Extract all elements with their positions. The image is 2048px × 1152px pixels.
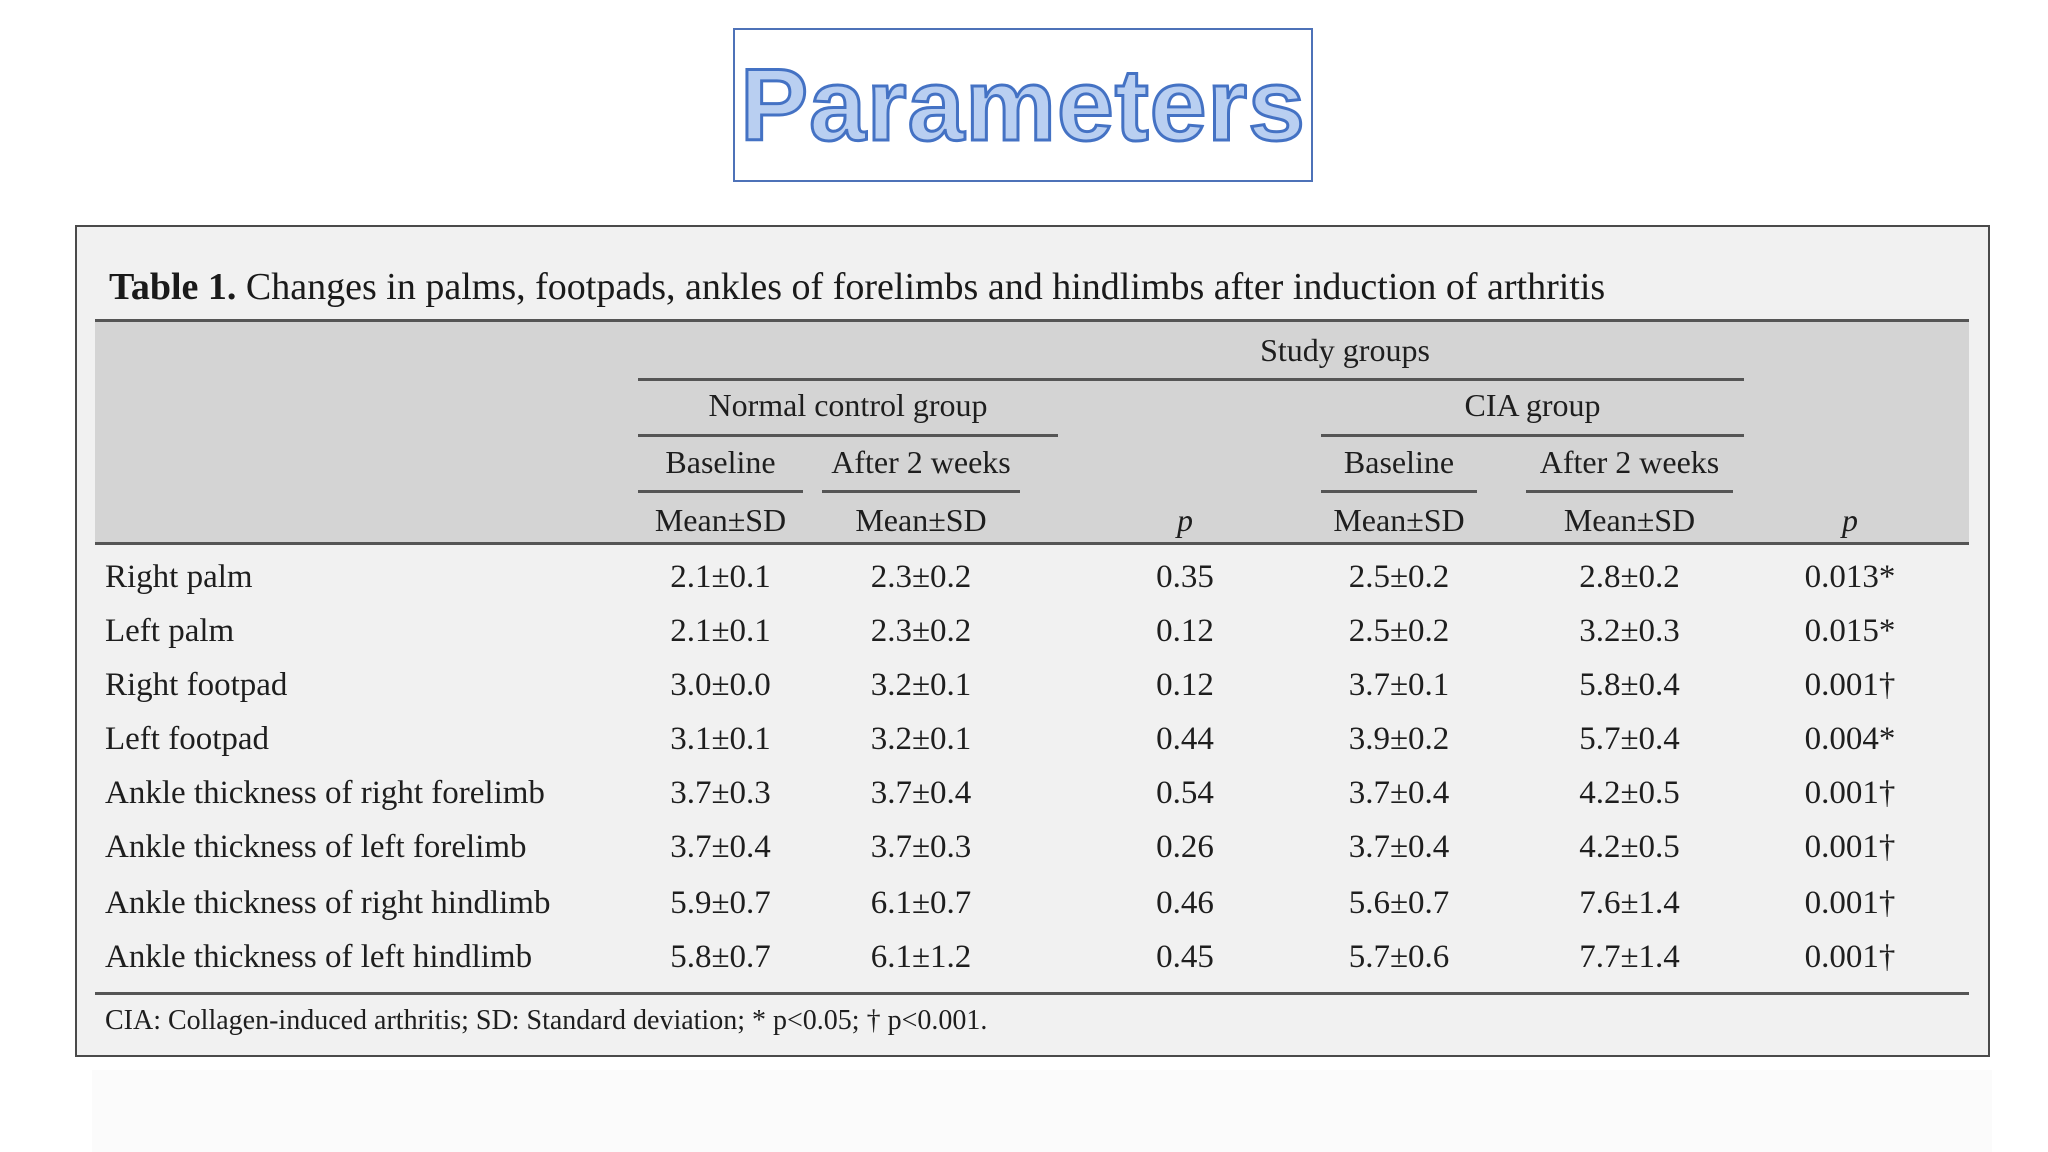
row-label: Right palm <box>105 559 253 595</box>
header-rule <box>638 490 803 493</box>
cell-cia-baseline: 3.7±0.4 <box>1348 829 1450 865</box>
header-study-groups: Study groups <box>1260 332 1430 368</box>
table-caption: Table 1. Changes in palms, footpads, ank… <box>109 265 1605 309</box>
cell-cia-baseline: 2.5±0.2 <box>1348 559 1450 595</box>
cell-normal-baseline: 2.1±0.1 <box>670 613 771 649</box>
header-rule <box>822 490 1020 493</box>
cell-normal-p: 0.26 <box>1156 829 1214 865</box>
cell-cia-p: 0.013* <box>1804 559 1896 595</box>
cell-normal-p: 0.35 <box>1156 559 1214 595</box>
cell-cia-p: 0.015* <box>1804 613 1896 649</box>
cell-normal-p: 0.54 <box>1156 775 1214 811</box>
header-rule <box>1321 490 1477 493</box>
slide-title: Parameters <box>739 48 1307 162</box>
table-caption-label: Table 1. <box>109 266 237 308</box>
cell-normal-p: 0.12 <box>1156 667 1214 703</box>
cell-cia-after: 7.6±1.4 <box>1579 885 1680 921</box>
cell-normal-after: 2.3±0.2 <box>870 559 972 595</box>
header-cia-group: CIA group <box>1464 387 1601 423</box>
table-row: Right footpad 3.0±0.0 3.2±0.1 0.12 3.7±0… <box>95 658 1969 712</box>
cell-normal-after: 3.7±0.3 <box>870 829 972 865</box>
row-label: Left footpad <box>105 721 270 757</box>
table-row: Left footpad 3.1±0.1 3.2±0.1 0.44 3.9±0.… <box>95 712 1969 766</box>
cell-cia-after: 7.7±1.4 <box>1579 939 1680 975</box>
cell-normal-baseline: 5.8±0.7 <box>670 939 771 975</box>
cell-cia-baseline: 3.7±0.4 <box>1348 775 1450 811</box>
header-rule <box>638 378 1744 381</box>
table-header: Study groups Normal control group CIA gr… <box>95 322 1969 545</box>
cell-cia-p: 0.001† <box>1804 885 1896 921</box>
table-figure: Table 1. Changes in palms, footpads, ank… <box>75 225 1990 1057</box>
background-strip <box>92 1070 1992 1152</box>
cell-cia-after: 5.8±0.4 <box>1579 667 1680 703</box>
header-rule <box>1321 434 1744 437</box>
cell-cia-p: 0.001† <box>1804 939 1896 975</box>
cell-normal-after: 6.1±0.7 <box>870 885 972 921</box>
cell-cia-after: 5.7±0.4 <box>1579 721 1680 757</box>
cell-cia-p: 0.004* <box>1804 721 1896 757</box>
header-normal-baseline: Baseline <box>665 444 776 480</box>
header-p: p <box>1842 502 1858 538</box>
header-cia-after: After 2 weeks <box>1539 444 1720 480</box>
header-mean-sd: Mean±SD <box>855 502 987 538</box>
table-row: Ankle thickness of left forelimb 3.7±0.4… <box>95 820 1969 874</box>
cell-cia-baseline: 5.6±0.7 <box>1348 885 1450 921</box>
header-mean-sd: Mean±SD <box>1333 502 1465 538</box>
cell-cia-after: 2.8±0.2 <box>1579 559 1680 595</box>
cell-normal-after: 3.2±0.1 <box>870 721 972 757</box>
cell-normal-p: 0.46 <box>1156 885 1214 921</box>
table-footnote: CIA: Collagen-induced arthritis; SD: Sta… <box>105 1005 988 1036</box>
cell-cia-p: 0.001† <box>1804 667 1896 703</box>
row-label: Ankle thickness of left hindlimb <box>105 939 533 975</box>
row-label: Right footpad <box>105 667 288 703</box>
cell-normal-after: 6.1±1.2 <box>870 939 972 975</box>
header-mean-sd: Mean±SD <box>654 502 787 538</box>
cell-cia-baseline: 3.9±0.2 <box>1348 721 1450 757</box>
data-table: Study groups Normal control group CIA gr… <box>95 319 1969 975</box>
table-row: Right palm 2.1±0.1 2.3±0.2 0.35 2.5±0.2 … <box>95 550 1969 604</box>
header-mean-sd: Mean±SD <box>1563 502 1696 538</box>
header-normal-after: After 2 weeks <box>831 444 1011 480</box>
cell-cia-p: 0.001† <box>1804 775 1896 811</box>
cell-cia-after: 4.2±0.5 <box>1579 775 1680 811</box>
cell-cia-baseline: 2.5±0.2 <box>1348 613 1450 649</box>
cell-normal-baseline: 3.0±0.0 <box>670 667 771 703</box>
cell-normal-p: 0.45 <box>1156 939 1214 975</box>
row-label: Ankle thickness of right forelimb <box>105 775 545 811</box>
header-normal-group: Normal control group <box>708 387 988 423</box>
cell-normal-after: 3.7±0.4 <box>870 775 972 811</box>
cell-normal-baseline: 2.1±0.1 <box>670 559 771 595</box>
row-label: Left palm <box>105 613 235 649</box>
table-caption-text: Changes in palms, footpads, ankles of fo… <box>245 266 1606 308</box>
table-row: Ankle thickness of right forelimb 3.7±0.… <box>95 766 1969 820</box>
cell-normal-baseline: 3.7±0.4 <box>670 829 771 865</box>
table-bottom-rule <box>95 992 1969 995</box>
table-row: Ankle thickness of left hindlimb 5.8±0.7… <box>95 930 1969 984</box>
cell-cia-after: 3.2±0.3 <box>1579 613 1680 649</box>
table-row: Ankle thickness of right hindlimb 5.9±0.… <box>95 876 1969 930</box>
table-row: Left palm 2.1±0.1 2.3±0.2 0.12 2.5±0.2 3… <box>95 604 1969 658</box>
cell-cia-baseline: 5.7±0.6 <box>1348 939 1450 975</box>
cell-normal-p: 0.44 <box>1156 721 1214 757</box>
cell-cia-p: 0.001† <box>1804 829 1896 865</box>
cell-cia-baseline: 3.7±0.1 <box>1348 667 1450 703</box>
cell-normal-p: 0.12 <box>1156 613 1214 649</box>
cell-normal-after: 3.2±0.1 <box>870 667 972 703</box>
header-rule <box>638 434 1058 437</box>
row-label: Ankle thickness of right hindlimb <box>105 885 551 921</box>
cell-normal-after: 2.3±0.2 <box>870 613 972 649</box>
header-rule <box>1526 490 1733 493</box>
cell-normal-baseline: 3.1±0.1 <box>670 721 771 757</box>
slide-title-box: Parameters <box>733 28 1313 182</box>
header-p: p <box>1177 502 1193 538</box>
row-label: Ankle thickness of left forelimb <box>105 829 527 865</box>
header-cia-baseline: Baseline <box>1343 444 1455 480</box>
cell-cia-after: 4.2±0.5 <box>1579 829 1680 865</box>
cell-normal-baseline: 5.9±0.7 <box>670 885 771 921</box>
cell-normal-baseline: 3.7±0.3 <box>670 775 771 811</box>
